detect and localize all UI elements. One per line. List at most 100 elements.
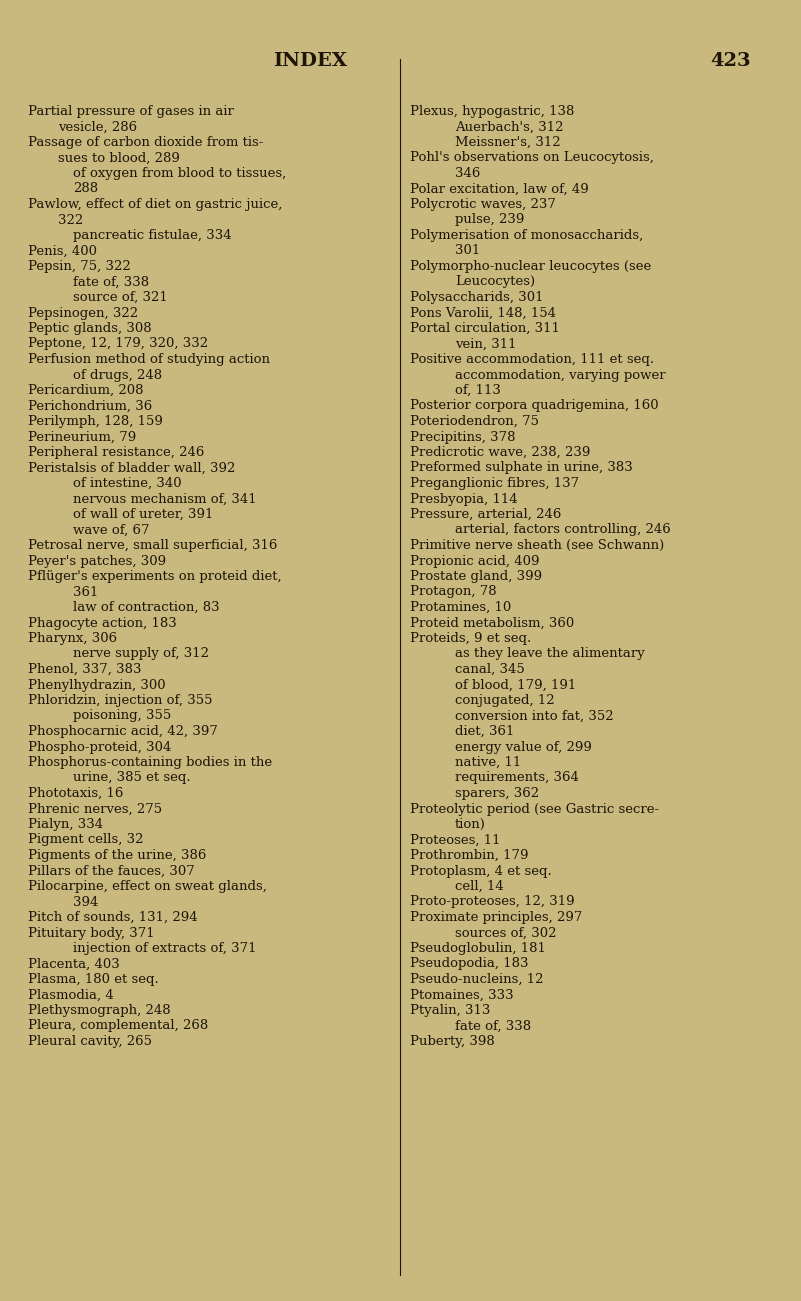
Text: native, 11: native, 11 — [455, 756, 521, 769]
Text: diet, 361: diet, 361 — [455, 725, 514, 738]
Text: Pawlow, effect of diet on gastric juice,: Pawlow, effect of diet on gastric juice, — [28, 198, 283, 211]
Text: 322: 322 — [58, 213, 83, 226]
Text: Passage of carbon dioxide from tis-: Passage of carbon dioxide from tis- — [28, 137, 264, 150]
Text: 346: 346 — [455, 167, 481, 180]
Text: 361: 361 — [73, 585, 99, 598]
Text: Peripheral resistance, 246: Peripheral resistance, 246 — [28, 446, 204, 459]
Text: Polysaccharids, 301: Polysaccharids, 301 — [410, 291, 544, 304]
Text: Poteriodendron, 75: Poteriodendron, 75 — [410, 415, 539, 428]
Text: Protamines, 10: Protamines, 10 — [410, 601, 511, 614]
Text: Phosphorus-containing bodies in the: Phosphorus-containing bodies in the — [28, 756, 272, 769]
Text: Phagocyte action, 183: Phagocyte action, 183 — [28, 617, 177, 630]
Text: of, 113: of, 113 — [455, 384, 501, 397]
Text: Pillars of the fauces, 307: Pillars of the fauces, 307 — [28, 864, 195, 877]
Text: Posterior corpora quadrigemina, 160: Posterior corpora quadrigemina, 160 — [410, 399, 658, 412]
Text: Pepsinogen, 322: Pepsinogen, 322 — [28, 307, 138, 320]
Text: Partial pressure of gases in air: Partial pressure of gases in air — [28, 105, 234, 118]
Text: Phenylhydrazin, 300: Phenylhydrazin, 300 — [28, 679, 166, 692]
Text: Plethysmograph, 248: Plethysmograph, 248 — [28, 1004, 171, 1017]
Text: vein, 311: vein, 311 — [455, 337, 517, 350]
Text: Pigments of the urine, 386: Pigments of the urine, 386 — [28, 850, 207, 863]
Text: poisoning, 355: poisoning, 355 — [73, 709, 171, 722]
Text: Proteid metabolism, 360: Proteid metabolism, 360 — [410, 617, 574, 630]
Text: Prothrombin, 179: Prothrombin, 179 — [410, 850, 529, 863]
Text: Phenol, 337, 383: Phenol, 337, 383 — [28, 664, 142, 677]
Text: 288: 288 — [73, 182, 99, 195]
Text: cell, 14: cell, 14 — [455, 879, 504, 892]
Text: of oxygen from blood to tissues,: of oxygen from blood to tissues, — [73, 167, 286, 180]
Text: wave of, 67: wave of, 67 — [73, 523, 150, 536]
Text: Polymorpho-nuclear leucocytes (see: Polymorpho-nuclear leucocytes (see — [410, 260, 651, 273]
Text: Peptone, 12, 179, 320, 332: Peptone, 12, 179, 320, 332 — [28, 337, 208, 350]
Text: Perfusion method of studying action: Perfusion method of studying action — [28, 353, 270, 366]
Text: Penis, 400: Penis, 400 — [28, 245, 97, 258]
Text: Pituitary body, 371: Pituitary body, 371 — [28, 926, 155, 939]
Text: Protagon, 78: Protagon, 78 — [410, 585, 497, 598]
Text: pulse, 239: pulse, 239 — [455, 213, 525, 226]
Text: Phrenic nerves, 275: Phrenic nerves, 275 — [28, 803, 162, 816]
Text: Puberty, 398: Puberty, 398 — [410, 1036, 495, 1049]
Text: Phospho-proteid, 304: Phospho-proteid, 304 — [28, 740, 171, 753]
Text: Pressure, arterial, 246: Pressure, arterial, 246 — [410, 507, 562, 520]
Text: Meissner's, 312: Meissner's, 312 — [455, 137, 561, 150]
Text: conjugated, 12: conjugated, 12 — [455, 693, 554, 706]
Text: Portal circulation, 311: Portal circulation, 311 — [410, 323, 560, 334]
Text: fate of, 338: fate of, 338 — [455, 1020, 531, 1033]
Text: Positive accommodation, 111 et seq.: Positive accommodation, 111 et seq. — [410, 353, 654, 366]
Text: sources of, 302: sources of, 302 — [455, 926, 557, 939]
Text: Pseudoglobulin, 181: Pseudoglobulin, 181 — [410, 942, 545, 955]
Text: Pepsin, 75, 322: Pepsin, 75, 322 — [28, 260, 131, 273]
Text: Polycrotic waves, 237: Polycrotic waves, 237 — [410, 198, 556, 211]
Text: Presbyopia, 114: Presbyopia, 114 — [410, 493, 517, 506]
Text: arterial, factors controlling, 246: arterial, factors controlling, 246 — [455, 523, 670, 536]
Text: of wall of ureter, 391: of wall of ureter, 391 — [73, 507, 213, 520]
Text: pancreatic fistulae, 334: pancreatic fistulae, 334 — [73, 229, 231, 242]
Text: as they leave the alimentary: as they leave the alimentary — [455, 648, 645, 661]
Text: tion): tion) — [455, 818, 486, 831]
Text: energy value of, 299: energy value of, 299 — [455, 740, 592, 753]
Text: Polymerisation of monosaccharids,: Polymerisation of monosaccharids, — [410, 229, 643, 242]
Text: Pilocarpine, effect on sweat glands,: Pilocarpine, effect on sweat glands, — [28, 879, 267, 892]
Text: of drugs, 248: of drugs, 248 — [73, 368, 162, 381]
Text: Peristalsis of bladder wall, 392: Peristalsis of bladder wall, 392 — [28, 462, 235, 475]
Text: source of, 321: source of, 321 — [73, 291, 167, 304]
Text: Peptic glands, 308: Peptic glands, 308 — [28, 323, 151, 334]
Text: Pigment cells, 32: Pigment cells, 32 — [28, 834, 143, 847]
Text: Plexus, hypogastric, 138: Plexus, hypogastric, 138 — [410, 105, 574, 118]
Text: Pleura, complemental, 268: Pleura, complemental, 268 — [28, 1020, 208, 1033]
Text: 301: 301 — [455, 245, 481, 258]
Text: Proteolytic period (see Gastric secre-: Proteolytic period (see Gastric secre- — [410, 803, 659, 816]
Text: Petrosal nerve, small superficial, 316: Petrosal nerve, small superficial, 316 — [28, 539, 277, 552]
Text: Proteids, 9 et seq.: Proteids, 9 et seq. — [410, 632, 531, 645]
Text: Primitive nerve sheath (see Schwann): Primitive nerve sheath (see Schwann) — [410, 539, 664, 552]
Text: Pseudopodia, 183: Pseudopodia, 183 — [410, 958, 529, 971]
Text: Polar excitation, law of, 49: Polar excitation, law of, 49 — [410, 182, 589, 195]
Text: Preformed sulphate in urine, 383: Preformed sulphate in urine, 383 — [410, 462, 633, 475]
Text: Phosphocarnic acid, 42, 397: Phosphocarnic acid, 42, 397 — [28, 725, 218, 738]
Text: Pleural cavity, 265: Pleural cavity, 265 — [28, 1036, 152, 1049]
Text: Perichondrium, 36: Perichondrium, 36 — [28, 399, 152, 412]
Text: Pflüger's experiments on proteid diet,: Pflüger's experiments on proteid diet, — [28, 570, 282, 583]
Text: law of contraction, 83: law of contraction, 83 — [73, 601, 219, 614]
Text: injection of extracts of, 371: injection of extracts of, 371 — [73, 942, 256, 955]
Text: of intestine, 340: of intestine, 340 — [73, 477, 182, 490]
Text: INDEX: INDEX — [273, 52, 347, 70]
Text: Phototaxis, 16: Phototaxis, 16 — [28, 787, 123, 800]
Text: Pons Varolii, 148, 154: Pons Varolii, 148, 154 — [410, 307, 556, 320]
Text: urine, 385 et seq.: urine, 385 et seq. — [73, 771, 191, 785]
Text: Pharynx, 306: Pharynx, 306 — [28, 632, 117, 645]
Text: Leucocytes): Leucocytes) — [455, 276, 535, 289]
Text: Proximate principles, 297: Proximate principles, 297 — [410, 911, 582, 924]
Text: Peyer's patches, 309: Peyer's patches, 309 — [28, 554, 166, 567]
Text: 423: 423 — [710, 52, 751, 70]
Text: sparers, 362: sparers, 362 — [455, 787, 539, 800]
Text: Plasmodia, 4: Plasmodia, 4 — [28, 989, 114, 1002]
Text: Predicrotic wave, 238, 239: Predicrotic wave, 238, 239 — [410, 446, 590, 459]
Text: Protoplasm, 4 et seq.: Protoplasm, 4 et seq. — [410, 864, 552, 877]
Text: Phloridzin, injection of, 355: Phloridzin, injection of, 355 — [28, 693, 212, 706]
Text: Auerbach's, 312: Auerbach's, 312 — [455, 121, 563, 134]
Text: requirements, 364: requirements, 364 — [455, 771, 579, 785]
Text: nerve supply of, 312: nerve supply of, 312 — [73, 648, 209, 661]
Text: Proteoses, 11: Proteoses, 11 — [410, 834, 501, 847]
Text: Pialyn, 334: Pialyn, 334 — [28, 818, 103, 831]
